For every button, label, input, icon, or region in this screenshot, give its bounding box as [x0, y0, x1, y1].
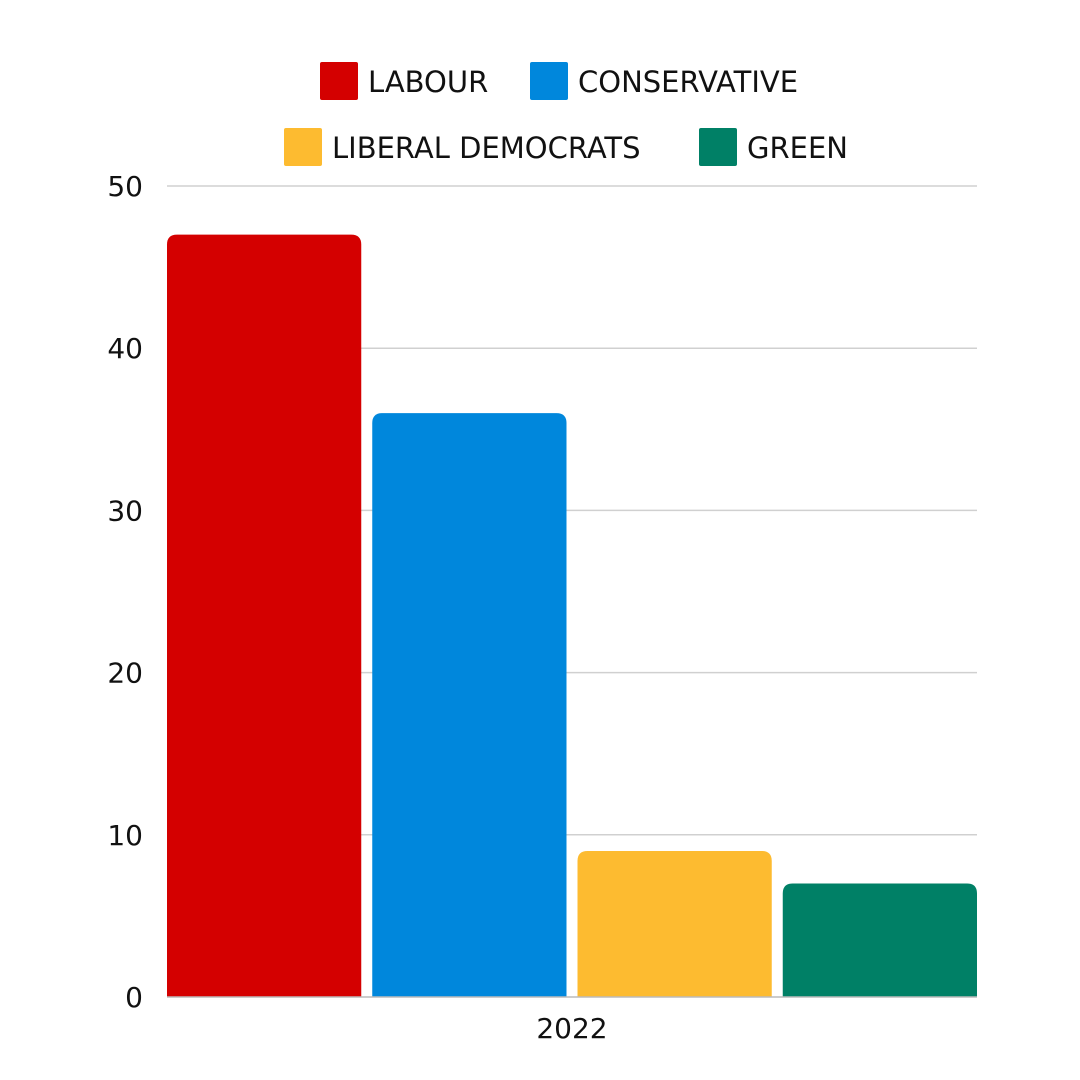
- x-tick-label: 2022: [536, 1012, 607, 1045]
- y-axis-ticks: 0 10 20 30 40 50: [107, 170, 143, 1014]
- legend-swatch: [320, 62, 358, 100]
- legend-swatch: [284, 128, 322, 166]
- legend-label: LIBERAL DEMOCRATS: [332, 131, 641, 165]
- y-tick-label: 20: [107, 657, 143, 690]
- legend-item: GREEN: [699, 128, 848, 166]
- legend-label: CONSERVATIVE: [578, 65, 798, 99]
- legend-swatch: [699, 128, 737, 166]
- legend-item: LIBERAL DEMOCRATS: [284, 128, 641, 166]
- legend-swatch: [530, 62, 568, 100]
- legend-item: LABOUR: [320, 62, 488, 100]
- legend-label: LABOUR: [368, 65, 488, 99]
- bar-green: [782, 883, 977, 997]
- bar-liberal-democrats: [577, 851, 772, 997]
- y-tick-label: 30: [107, 494, 143, 527]
- bar-conservative: [372, 413, 567, 998]
- y-tick-label: 10: [107, 819, 143, 852]
- y-tick-label: 0: [125, 981, 143, 1014]
- legend-item: CONSERVATIVE: [530, 62, 798, 100]
- x-axis-ticks: 2022: [536, 1012, 607, 1045]
- y-tick-label: 50: [107, 170, 143, 203]
- bar-labour: [167, 234, 362, 997]
- y-tick-label: 40: [107, 332, 143, 365]
- legend-label: GREEN: [747, 131, 848, 165]
- bars: [167, 234, 977, 998]
- legend: LABOUR CONSERVATIVE LIBERAL DEMOCRATS GREEN: [284, 62, 848, 166]
